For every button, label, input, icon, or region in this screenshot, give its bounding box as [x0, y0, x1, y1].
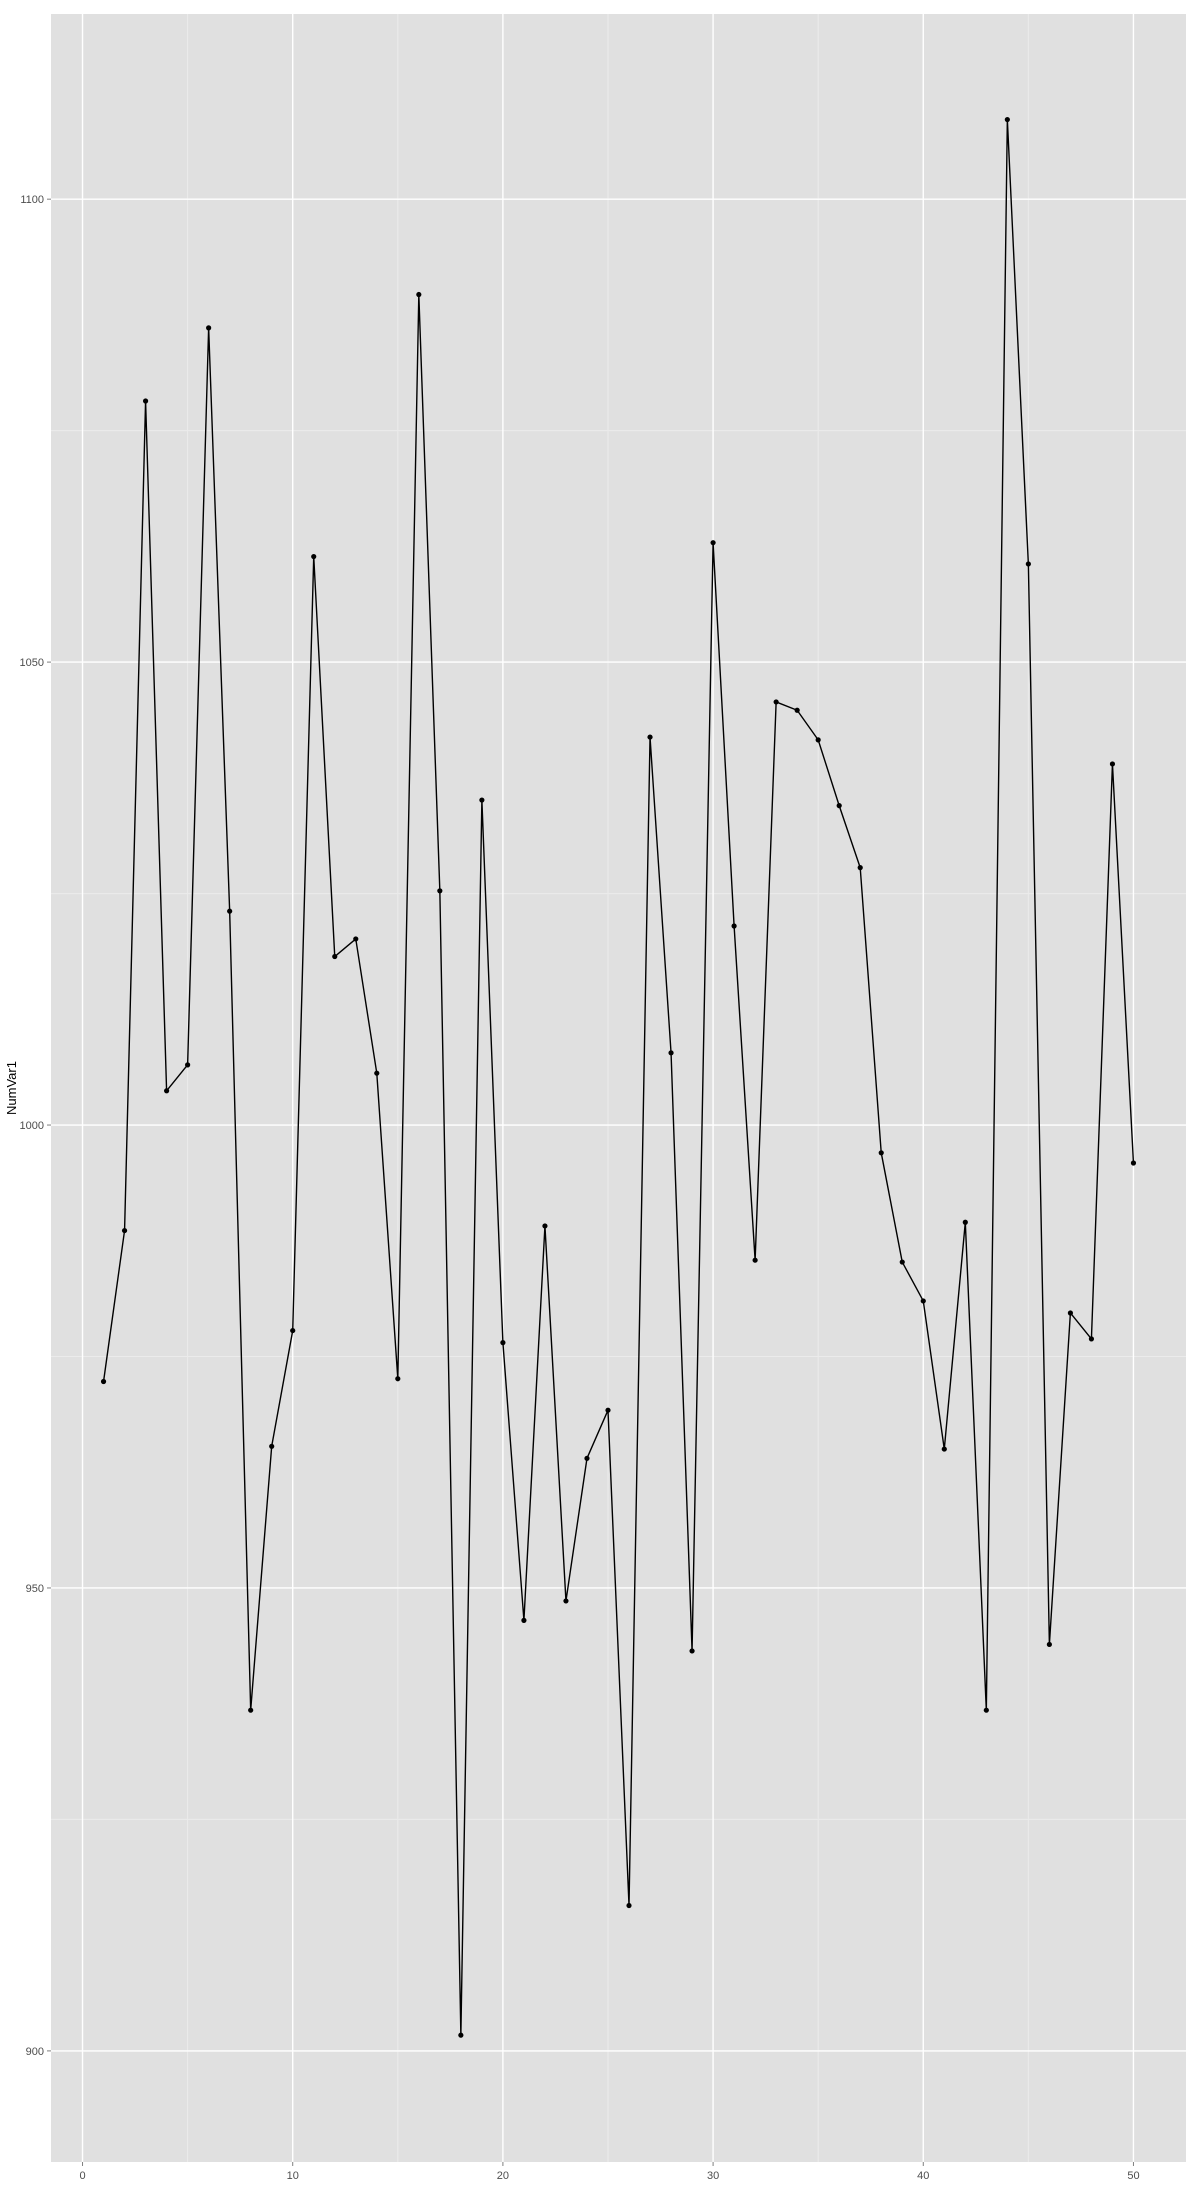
- data-point: [1109, 761, 1116, 767]
- data-point: [983, 1707, 989, 1713]
- data-point: [332, 953, 338, 960]
- data-point: [353, 936, 359, 942]
- data-point: [479, 797, 485, 803]
- data-point: [605, 1407, 611, 1413]
- series-line: [102, 118, 1135, 2036]
- data-point: [142, 398, 149, 404]
- x-tick-label: 40: [917, 2170, 929, 2182]
- data-point: [206, 325, 212, 331]
- data-point: [269, 1443, 275, 1449]
- data-point: [1130, 1160, 1137, 1166]
- data-point: [227, 908, 233, 914]
- data-point: [710, 540, 716, 546]
- data-point: [185, 1062, 191, 1068]
- data-point: [773, 699, 779, 705]
- y-tick-label: 1100: [20, 194, 44, 206]
- data-point: [290, 1327, 296, 1334]
- data-point: [1025, 561, 1031, 567]
- data-point: [521, 1617, 527, 1623]
- data-point: [668, 1050, 674, 1056]
- data-point: [878, 1150, 884, 1156]
- data-point: [164, 1088, 170, 1094]
- data-point: [731, 923, 737, 929]
- x-tick-label: 10: [287, 2170, 299, 2182]
- data-point: [794, 707, 800, 713]
- x-axis: 0 10 20 30 40 50: [79, 2162, 1140, 2182]
- data-point: [1088, 1336, 1095, 1342]
- data-point: [941, 1446, 947, 1452]
- data-point: [584, 1455, 590, 1461]
- data-point: [437, 888, 443, 894]
- minor-gridlines: [51, 14, 1186, 2162]
- y-tick-label: 950: [26, 1583, 44, 1595]
- y-tick-label: 1050: [20, 657, 44, 669]
- y-axis-title: NumVar1: [4, 1061, 19, 1115]
- data-point: [815, 737, 821, 743]
- y-axis: 900 950 1000 1050 1100: [20, 194, 51, 2058]
- data-point: [248, 1707, 254, 1713]
- data-point: [962, 1219, 968, 1225]
- x-tick-label: 50: [1127, 2170, 1139, 2182]
- data-point: [500, 1340, 506, 1346]
- data-point: [100, 1378, 107, 1385]
- data-point: [563, 1598, 569, 1604]
- data-point: [311, 553, 317, 560]
- data-point: [1067, 1310, 1073, 1316]
- major-gridlines: [51, 14, 1186, 2162]
- data-point: [857, 865, 863, 871]
- x-tick-label: 0: [79, 2170, 85, 2182]
- data-points: [100, 116, 1137, 2038]
- data-point: [647, 734, 653, 740]
- data-point: [374, 1070, 380, 1076]
- data-point: [752, 1257, 758, 1263]
- plot-panel: [51, 14, 1186, 2162]
- series-line-layer: [102, 118, 1135, 2036]
- data-point: [899, 1259, 905, 1265]
- x-tick-label: 30: [707, 2170, 719, 2182]
- data-point: [121, 1227, 128, 1234]
- data-point: [458, 2032, 464, 2038]
- data-point: [626, 1902, 632, 1909]
- data-point: [1004, 116, 1010, 123]
- data-point: [1046, 1641, 1052, 1648]
- x-tick-label: 20: [497, 2170, 509, 2182]
- data-point: [542, 1223, 548, 1229]
- y-tick-label: 900: [26, 2046, 44, 2058]
- data-point: [836, 803, 842, 809]
- y-tick-label: 1000: [20, 1120, 44, 1132]
- data-point: [416, 291, 422, 298]
- data-point: [395, 1376, 401, 1382]
- data-point: [920, 1298, 926, 1304]
- data-point: [689, 1648, 695, 1654]
